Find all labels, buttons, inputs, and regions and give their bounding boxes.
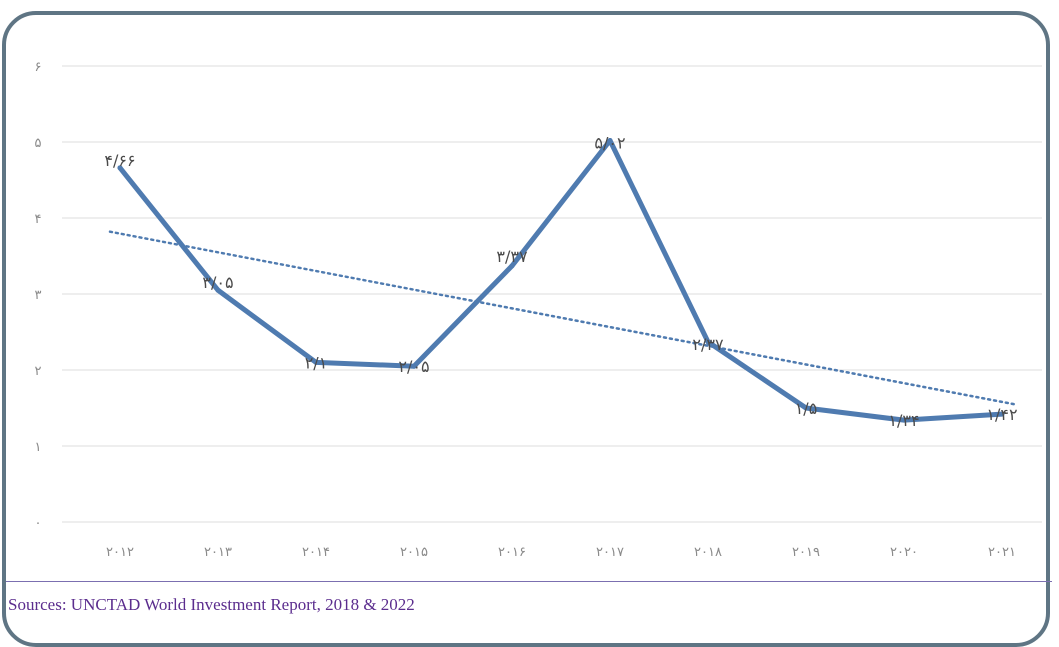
data-label: ۱/۳۴ [888, 411, 919, 430]
data-label: ۲/۰۵ [398, 357, 429, 376]
source-divider [6, 581, 1052, 582]
source-note: Sources: UNCTAD World Investment Report,… [8, 595, 415, 614]
data-point [705, 339, 711, 345]
data-label: ۳/۰۵ [202, 273, 233, 292]
x-axis-ticks: ۲۰۱۲ ۲۰۱۳ ۲۰۱۴ ۲۰۱۵ ۲۰۱۶ ۲۰۱۷ ۲۰۱۸ ۲۰۱۹ ۲۰۲۰ ۲۰۲۱ [106, 545, 1016, 560]
x-tick-label: ۲۰۱۲ [106, 545, 134, 560]
data-point [117, 165, 123, 171]
x-tick-label: ۲۰۱۶ [498, 545, 526, 560]
x-tick-label: ۲۰۱۸ [694, 545, 722, 560]
data-label: ۱/۵ [795, 399, 818, 418]
y-tick-label: ۰ [35, 516, 42, 531]
y-tick-label: ۱ [35, 440, 42, 455]
data-point [607, 137, 613, 143]
data-point [215, 287, 221, 293]
data-label: ۵/۰۲ [594, 133, 625, 152]
trendline [108, 230, 1016, 406]
data-point [411, 363, 417, 369]
data-label: ۲/۱ [305, 353, 328, 372]
x-tick-label: ۲۰۱۷ [596, 545, 624, 560]
y-tick-label: ۴ [35, 212, 42, 227]
grid-lines [62, 65, 1042, 523]
x-tick-label: ۲۰۱۴ [302, 545, 330, 560]
series-line [117, 137, 1005, 423]
data-label: ۲/۳۷ [692, 335, 724, 354]
x-tick-label: ۲۰۱۹ [792, 545, 820, 560]
data-label: ۱/۴۲ [986, 405, 1017, 424]
y-axis-ticks: ۰ ۱ ۲ ۳ ۴ ۵ ۶ [35, 60, 42, 531]
line-chart: ۰ ۱ ۲ ۳ ۴ ۵ ۶ ۲۰۱۲ ۲۰۱۳ ۲۰۱۴ ۲۰۱۵ ۲۰۱۶ ۲۰۱۷ ۲۰۱۸ ۲۰۱۹… [35, 60, 1042, 560]
data-point [313, 359, 319, 365]
data-point [803, 405, 809, 411]
x-tick-label: ۲۰۱۳ [204, 545, 232, 560]
data-point [509, 263, 515, 269]
trendline-layer [108, 230, 1016, 406]
series-layer [117, 137, 1005, 423]
y-tick-label: ۶ [35, 60, 42, 75]
data-point [999, 411, 1005, 417]
data-label: ۳/۳۷ [496, 247, 528, 266]
x-tick-label: ۲۰۱۵ [400, 545, 428, 560]
data-labels: ۴/۶۶ ۳/۰۵ ۲/۱ ۲/۰۵ ۳/۳۷ ۵/۰۲ ۲/۳۷ ۱/۵ ۱/۳۴ ۱/۴۲ [104, 133, 1017, 430]
x-tick-label: ۲۰۲۰ [890, 545, 918, 560]
y-tick-label: ۳ [35, 288, 42, 303]
y-tick-label: ۲ [35, 364, 42, 379]
data-label: ۴/۶۶ [104, 151, 135, 170]
y-tick-label: ۵ [35, 136, 42, 151]
x-tick-label: ۲۰۲۱ [988, 545, 1016, 560]
data-point [901, 417, 907, 423]
